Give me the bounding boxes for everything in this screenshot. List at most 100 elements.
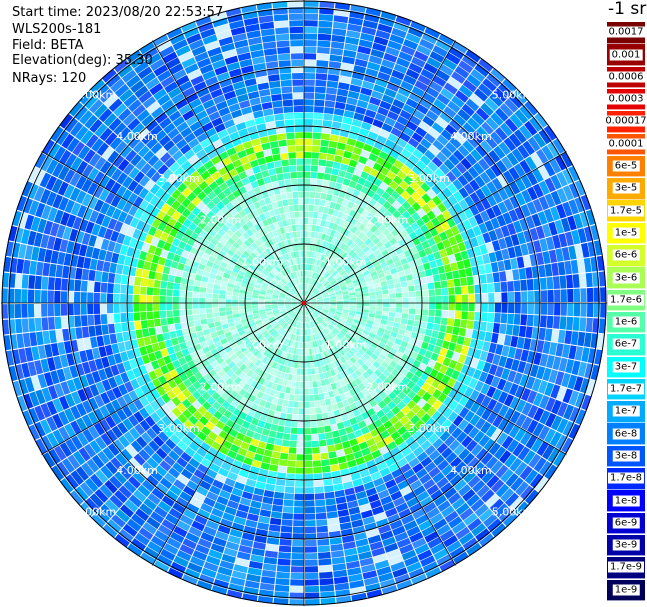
range-gate (498, 188, 509, 201)
range-gate (376, 172, 386, 182)
range-gate (397, 86, 411, 98)
range-gate (412, 109, 425, 121)
range-gate (316, 305, 323, 307)
range-gate (431, 122, 444, 134)
range-gate (467, 518, 482, 532)
range-gate (309, 278, 312, 285)
range-gate (400, 164, 411, 175)
range-gate (153, 295, 160, 303)
range-gate (475, 303, 482, 312)
range-gate (61, 316, 69, 329)
range-gate (362, 226, 370, 235)
range-gate (314, 493, 325, 500)
range-gate (424, 445, 436, 456)
range-gate (329, 322, 336, 328)
range-gate (55, 329, 64, 343)
range-gate (329, 201, 336, 209)
range-gate (422, 303, 429, 310)
range-gate (397, 154, 408, 165)
range-gate (355, 247, 363, 255)
range-gate (282, 512, 293, 520)
range-gate (479, 350, 488, 362)
range-gate (41, 303, 48, 317)
range-gate (509, 457, 523, 472)
range-gate (503, 512, 518, 527)
range-gate (458, 353, 467, 364)
range-gate (410, 20, 426, 32)
range-gate (304, 53, 317, 60)
range-gate (320, 313, 326, 319)
range-gate (499, 323, 507, 335)
range-gate (87, 314, 95, 326)
range-gate (382, 176, 393, 186)
range-gate (395, 15, 412, 26)
range-gate (329, 259, 335, 266)
range-gate (225, 291, 233, 296)
range-gate (389, 104, 402, 115)
range-gate (340, 434, 349, 443)
range-gate (480, 312, 488, 322)
range-gate (335, 290, 342, 295)
range-gate (326, 274, 332, 280)
range-gate (304, 125, 313, 132)
range-gate (513, 163, 526, 178)
range-gate (414, 419, 425, 430)
range-gate (345, 279, 352, 285)
range-gate (382, 289, 389, 295)
range-gate (330, 423, 338, 432)
range-gate (533, 278, 541, 291)
range-gate (450, 334, 459, 344)
range-gate (315, 73, 328, 81)
range-gate (420, 277, 427, 284)
range-gate (314, 310, 321, 315)
range-gate (310, 299, 317, 302)
range-gate (338, 219, 346, 227)
range-gate (577, 361, 587, 377)
range-gate (314, 291, 321, 296)
range-gate (532, 422, 545, 437)
range-gate (304, 7, 319, 14)
range-gate (517, 361, 527, 374)
range-gate (424, 461, 437, 473)
range-gate (195, 274, 203, 282)
range-gate (173, 316, 181, 324)
range-gate (336, 449, 345, 457)
range-gate (153, 287, 160, 296)
range-gate (431, 267, 439, 276)
range-gate (410, 332, 418, 340)
range-gate (573, 213, 584, 229)
range-gate (380, 337, 388, 345)
ray (304, 0, 335, 303)
range-gate (535, 477, 549, 493)
range-gate (326, 326, 332, 332)
range-gate (500, 468, 514, 483)
range-gate (304, 257, 307, 264)
range-gate (513, 314, 521, 325)
range-gate (81, 268, 90, 281)
range-gate (357, 177, 367, 186)
range-gate (421, 402, 432, 413)
range-gate (381, 94, 395, 105)
range-gate (406, 343, 415, 351)
range-gate (393, 175, 403, 185)
range-gate (375, 29, 391, 40)
range-gate (560, 151, 573, 168)
range-gate (316, 305, 323, 308)
range-gate (342, 274, 350, 280)
range-gate (306, 291, 310, 298)
range-gate (192, 308, 200, 315)
range-gate (332, 283, 339, 288)
range-gate (425, 86, 440, 99)
ray (304, 303, 558, 480)
range-gate (305, 277, 307, 284)
range-gate (343, 49, 357, 58)
range-gate (174, 323, 182, 331)
range-gate (316, 66, 328, 74)
range-gate (462, 170, 474, 183)
range-gate (534, 290, 541, 303)
range-gate (297, 434, 304, 441)
range-gate (400, 257, 408, 265)
range-gate (310, 299, 317, 302)
range-gate (331, 260, 337, 268)
range-gate (357, 358, 365, 366)
